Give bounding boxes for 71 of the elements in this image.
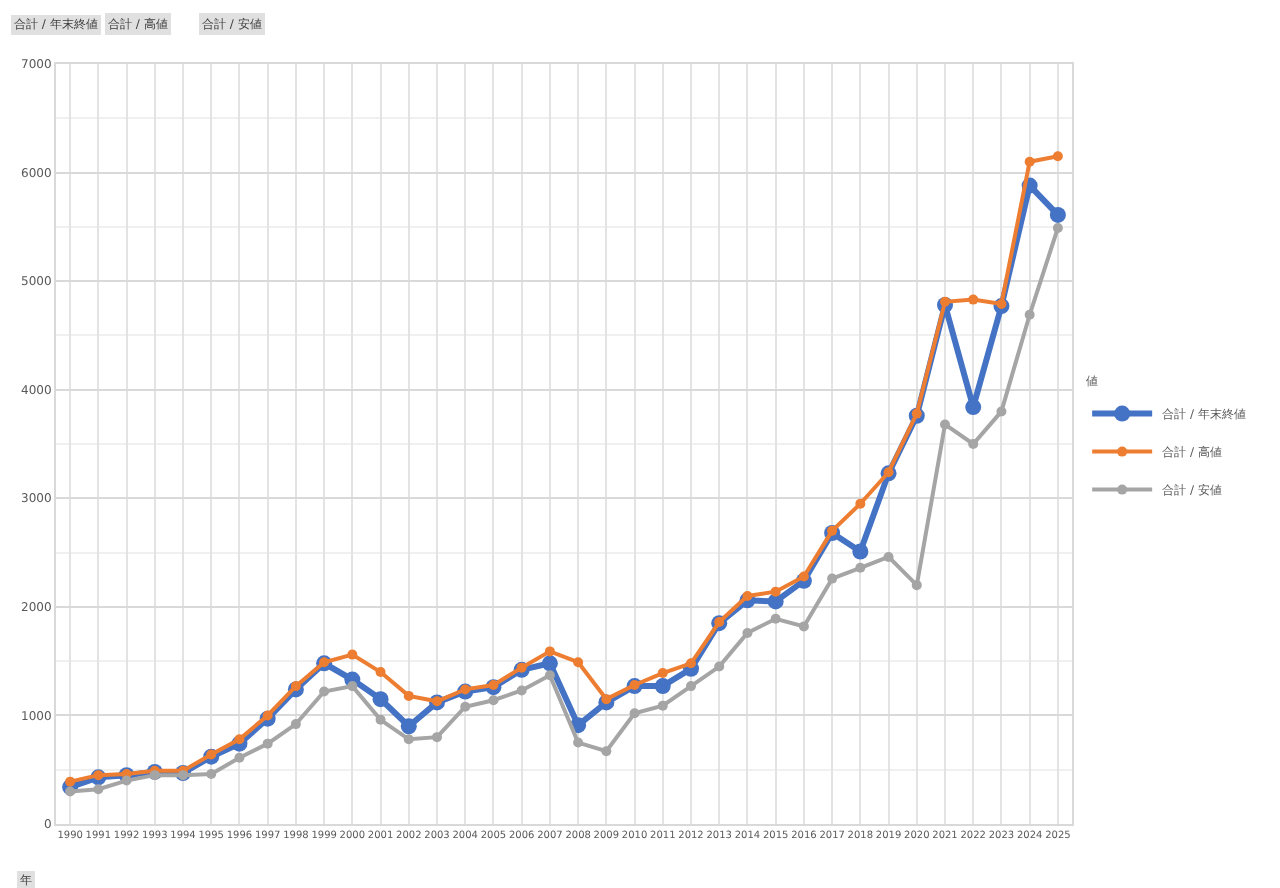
point xyxy=(911,580,922,591)
point xyxy=(403,734,414,745)
point xyxy=(375,667,386,677)
point xyxy=(65,776,76,787)
point xyxy=(770,613,781,624)
point xyxy=(488,680,499,691)
point xyxy=(516,662,527,673)
point xyxy=(432,732,442,743)
point xyxy=(403,690,414,701)
point xyxy=(686,681,696,692)
point xyxy=(770,586,781,597)
point xyxy=(544,646,555,657)
point xyxy=(400,718,417,735)
point xyxy=(206,749,217,760)
point xyxy=(629,708,640,719)
point xyxy=(319,686,330,697)
point xyxy=(1052,151,1063,162)
point xyxy=(262,738,273,749)
point xyxy=(262,710,273,721)
point xyxy=(996,406,1007,417)
point xyxy=(488,695,499,706)
point xyxy=(940,296,950,307)
point xyxy=(347,649,358,660)
point xyxy=(798,621,809,632)
point xyxy=(234,752,245,763)
point xyxy=(1052,222,1063,233)
point xyxy=(65,786,76,797)
point xyxy=(883,551,894,562)
point xyxy=(93,784,104,795)
point xyxy=(1049,206,1066,223)
point xyxy=(911,408,922,419)
point xyxy=(742,627,753,638)
point xyxy=(657,700,668,711)
point xyxy=(460,684,471,695)
point xyxy=(852,543,869,560)
point xyxy=(375,714,386,725)
point xyxy=(290,681,301,692)
point xyxy=(93,770,104,781)
point xyxy=(827,573,838,584)
point xyxy=(460,701,471,712)
point xyxy=(601,746,612,757)
point xyxy=(544,670,555,681)
point xyxy=(573,737,584,748)
point xyxy=(149,770,160,781)
point xyxy=(686,658,696,669)
point xyxy=(996,298,1007,309)
point xyxy=(742,591,753,601)
point xyxy=(968,294,979,305)
point xyxy=(206,769,217,780)
point xyxy=(234,734,245,745)
point xyxy=(601,694,612,705)
point xyxy=(657,668,668,679)
point xyxy=(178,770,188,781)
point xyxy=(516,685,527,696)
point xyxy=(714,661,725,672)
point xyxy=(121,775,132,786)
point xyxy=(372,691,389,708)
point xyxy=(1024,156,1035,167)
point xyxy=(798,571,809,582)
point xyxy=(541,655,558,672)
point xyxy=(855,498,866,509)
point xyxy=(1024,309,1035,320)
point xyxy=(965,399,982,416)
point xyxy=(827,525,838,536)
point xyxy=(290,719,301,730)
point xyxy=(855,562,866,573)
point xyxy=(654,678,671,695)
point xyxy=(573,657,584,668)
point xyxy=(347,681,358,692)
point xyxy=(940,419,950,430)
point xyxy=(968,439,979,449)
